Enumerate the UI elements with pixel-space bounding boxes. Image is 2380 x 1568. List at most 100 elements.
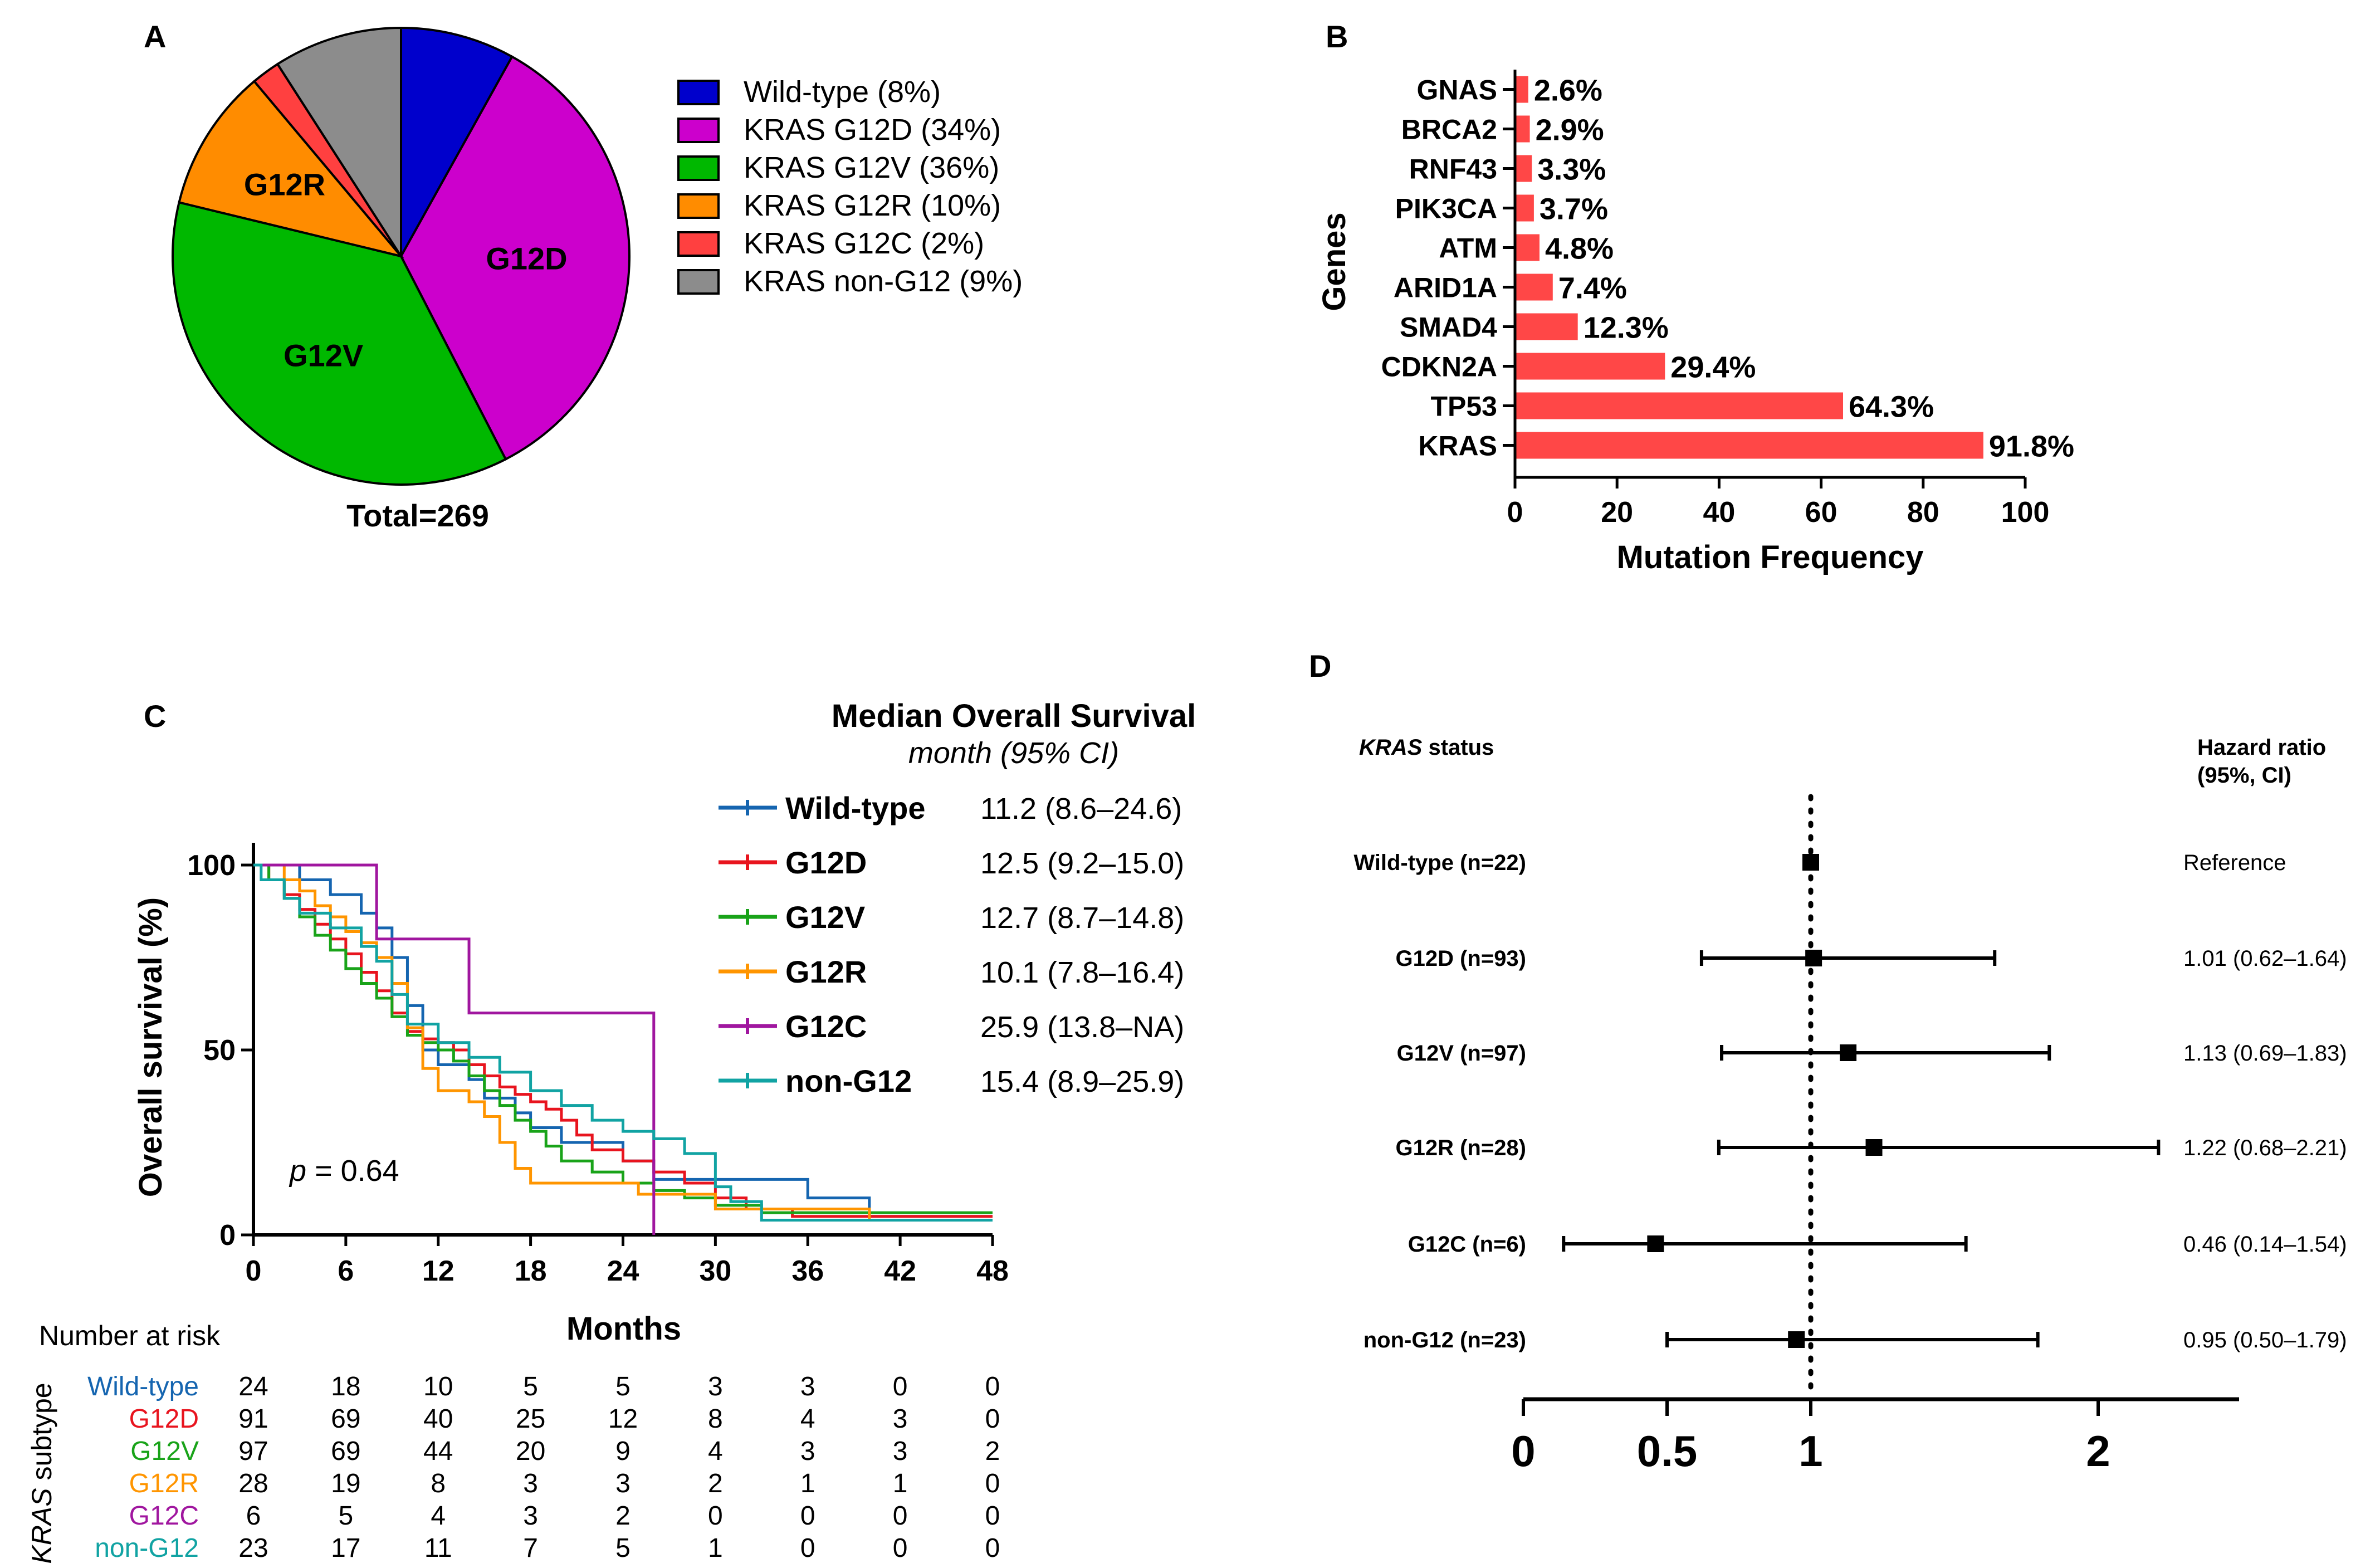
bar-value-label-5: 7.4% (1558, 272, 1627, 305)
forest-hr-text-4: 0.46 (0.14–1.54) (2183, 1232, 2347, 1257)
pie-slice-label-2: G12V (284, 338, 363, 373)
risk-cell-5-1: 17 (331, 1533, 360, 1563)
risk-cell-2-5: 4 (708, 1437, 723, 1466)
risk-cell-1-4: 12 (608, 1404, 638, 1434)
forest-hr-text-2: 1.13 (0.69–1.83) (2183, 1041, 2347, 1066)
pie-legend: Wild-type (8%) KRAS G12D (34%) KRAS G12V (… (677, 75, 1023, 298)
bar-x-tick-label-3: 60 (1805, 496, 1837, 529)
km-legend-median-4: 25.9 (13.8–NA) (980, 1010, 1184, 1044)
forest-left-header-rest: status (1428, 735, 1494, 760)
forest-right-header-line1: Hazard ratio (2197, 735, 2326, 760)
pie-slice-1 (399, 55, 631, 461)
risk-cell-0-1: 18 (331, 1372, 360, 1401)
forest-row-label-0: Wild-type (n=22) (1353, 851, 1526, 875)
pie-total-label: Total=269 (346, 498, 489, 533)
km-legend-median-2: 12.7 (8.7–14.8) (980, 901, 1184, 935)
km-x-tick-label-2: 12 (422, 1255, 455, 1287)
bar-y-axis-title: Genes (1316, 212, 1352, 311)
km-legend-label-4: G12C (785, 1009, 867, 1044)
km-p-value-text: = 0.64 (315, 1154, 399, 1188)
bar-category-label-2: RNF43 (1409, 154, 1497, 185)
forest-row-label-4: G12C (n=6) (1408, 1232, 1526, 1257)
bar-category-label-7: CDKN2A (1381, 351, 1497, 383)
bar-tp53 (1515, 392, 1843, 419)
risk-cell-3-0: 28 (238, 1469, 268, 1498)
risk-cell-1-8: 0 (985, 1404, 1000, 1434)
forest-row-label-3: G12R (n=28) (1395, 1136, 1526, 1160)
pie-legend-label-3: KRAS G12R (10%) (744, 189, 1001, 222)
risk-cell-1-5: 8 (708, 1404, 723, 1434)
forest-point-4 (1647, 1235, 1664, 1252)
bar-category-label-6: SMAD4 (1400, 312, 1497, 343)
forest-point-3 (1865, 1139, 1883, 1156)
risk-cell-3-5: 2 (708, 1469, 723, 1498)
risk-side-label-rest: subtype (26, 1383, 57, 1488)
forest-point-1 (1805, 950, 1822, 966)
risk-side-label: KRAS subtype (26, 1383, 57, 1564)
pie-legend-swatch-4 (677, 231, 720, 257)
risk-cell-4-8: 0 (985, 1501, 1000, 1531)
pie-slice-3 (178, 80, 404, 258)
risk-cell-4-4: 2 (615, 1501, 631, 1531)
pie-legend-swatch-1 (677, 118, 720, 143)
panel-b: B GNAS 2.6% BRCA2 2.9% RNF43 3.3% PIK3CA 3.7% AT… (1316, 19, 2074, 575)
risk-cell-3-4: 3 (615, 1469, 631, 1498)
risk-cell-1-7: 3 (893, 1404, 908, 1434)
risk-cell-1-2: 40 (423, 1404, 453, 1434)
bar-x-tick-label-2: 40 (1703, 496, 1735, 529)
km-x-tick-label-5: 30 (699, 1255, 731, 1287)
bar-value-label-4: 4.8% (1545, 232, 1614, 266)
bar-category-label-5: ARID1A (1394, 272, 1497, 304)
risk-cell-4-5: 0 (708, 1501, 723, 1531)
pie-slice-2 (172, 201, 507, 486)
risk-cell-2-0: 97 (238, 1437, 268, 1466)
risk-cell-0-5: 3 (708, 1372, 723, 1401)
risk-row-label-1: G12D (129, 1404, 199, 1434)
forest-point-0 (1802, 854, 1819, 871)
bar-kras (1515, 432, 1983, 459)
km-y-axis-title: Overall survival (%) (133, 897, 169, 1197)
forest-x-tick-label-1: 0.5 (1637, 1427, 1697, 1476)
bar-value-label-1: 2.9% (1536, 114, 1604, 147)
risk-cell-0-2: 10 (423, 1372, 453, 1401)
forest-left-header: KRAS status (1359, 735, 1494, 760)
bar-category-label-3: PIK3CA (1395, 193, 1497, 224)
bar-x-tick-label-0: 0 (1507, 496, 1523, 529)
bar-value-label-9: 91.8% (1989, 430, 2074, 463)
forest-hr-text-1: 1.01 (0.62–1.64) (2183, 946, 2347, 971)
km-x-tick-label-0: 0 (246, 1255, 262, 1287)
risk-cell-0-8: 0 (985, 1372, 1000, 1401)
risk-cell-3-7: 1 (893, 1469, 908, 1498)
risk-cell-1-3: 25 (516, 1404, 545, 1434)
risk-table-title: Number at risk (39, 1320, 221, 1351)
risk-cell-5-0: 23 (238, 1533, 268, 1563)
km-legend-median-1: 12.5 (9.2–15.0) (980, 847, 1184, 880)
bar-category-label-0: GNAS (1417, 75, 1497, 106)
bar-x-tick-label-5: 100 (2001, 496, 2050, 529)
bar-brca2 (1515, 115, 1530, 143)
risk-cell-1-6: 4 (800, 1404, 815, 1434)
bar-atm (1515, 234, 1540, 261)
km-legend-label-3: G12R (785, 954, 867, 989)
bar-value-label-8: 64.3% (1849, 390, 1934, 424)
km-legend-label-5: non-G12 (785, 1063, 912, 1098)
forest-point-5 (1788, 1331, 1805, 1348)
pie-slice-5 (276, 26, 402, 260)
pie-legend-swatch-0 (677, 80, 720, 105)
km-x-axis-title: Months (566, 1311, 681, 1347)
bar-gnas (1515, 76, 1528, 103)
km-y-tick-label-0: 0 (219, 1219, 236, 1252)
risk-cell-0-4: 5 (615, 1372, 631, 1401)
km-x-tick-label-8: 48 (976, 1255, 1009, 1287)
bar-x-tick-label-1: 20 (1601, 496, 1633, 529)
risk-cell-0-0: 24 (238, 1372, 268, 1401)
forest-point-2 (1840, 1044, 1857, 1061)
forest-x-tick-label-3: 2 (2086, 1427, 2110, 1476)
risk-cell-4-7: 0 (893, 1501, 908, 1531)
risk-cell-5-6: 0 (800, 1533, 815, 1563)
forest-x-tick-label-0: 0 (1511, 1427, 1535, 1476)
km-curve-g12c (253, 863, 656, 1235)
km-curve-non-g12 (253, 863, 993, 1222)
